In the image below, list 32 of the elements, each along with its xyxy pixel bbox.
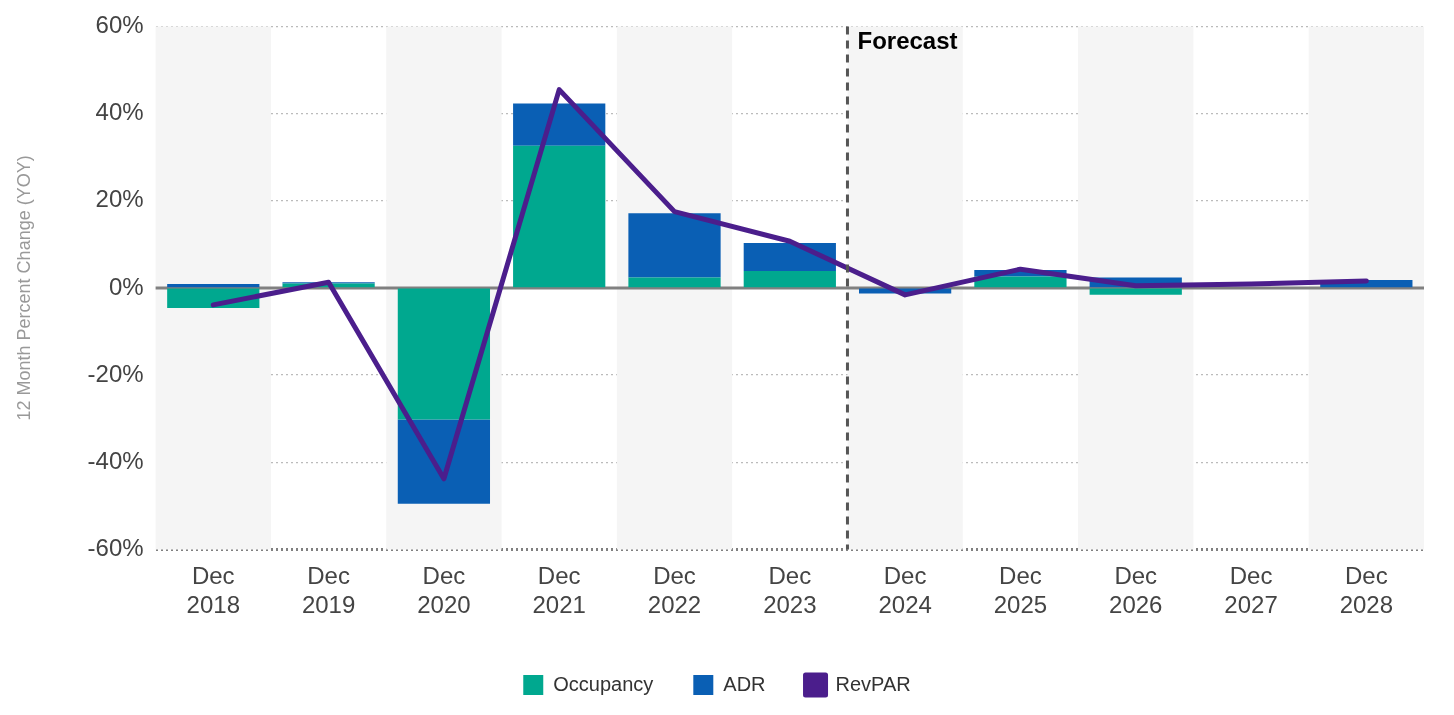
bar xyxy=(743,270,836,288)
y-tick-label: -20% xyxy=(87,359,144,387)
bar xyxy=(397,419,491,504)
y-axis-title: 12 Month Percent Change (YOY) xyxy=(13,155,34,421)
legend-label: Occupancy xyxy=(553,672,654,695)
y-tick-label: -60% xyxy=(87,534,144,562)
bar xyxy=(397,288,491,420)
x-tick-label: Dec 2021 xyxy=(532,562,586,619)
x-tick-label: Dec 2024 xyxy=(878,562,932,619)
legend-label: RevPAR xyxy=(835,672,911,695)
bar xyxy=(628,277,721,288)
x-tick-label: Dec 2027 xyxy=(1224,562,1278,619)
x-tick-label: Dec 2028 xyxy=(1339,562,1394,619)
x-tick-label: Dec 2022 xyxy=(647,562,702,619)
y-tick-label: 60% xyxy=(95,11,144,39)
x-tick-label: Dec 2018 xyxy=(186,562,240,619)
bar xyxy=(513,145,606,288)
x-tick-label: Dec 2026 xyxy=(1109,562,1163,619)
bar xyxy=(628,213,721,278)
x-tick-label: Dec 2025 xyxy=(993,562,1048,619)
x-tick-label: Dec 2019 xyxy=(301,562,356,619)
y-tick-label: -40% xyxy=(87,446,144,474)
x-tick-label: Dec 2023 xyxy=(763,562,817,619)
bar xyxy=(1089,288,1182,295)
y-tick-label: 40% xyxy=(95,98,144,126)
ref-line-label: Forecast xyxy=(857,27,958,55)
bar xyxy=(167,283,260,288)
bar xyxy=(743,243,836,271)
y-tick-label: 0% xyxy=(108,272,144,300)
legend-label: ADR xyxy=(723,672,766,695)
y-tick-label: 20% xyxy=(95,185,144,213)
x-tick-label: Dec 2020 xyxy=(417,562,471,619)
